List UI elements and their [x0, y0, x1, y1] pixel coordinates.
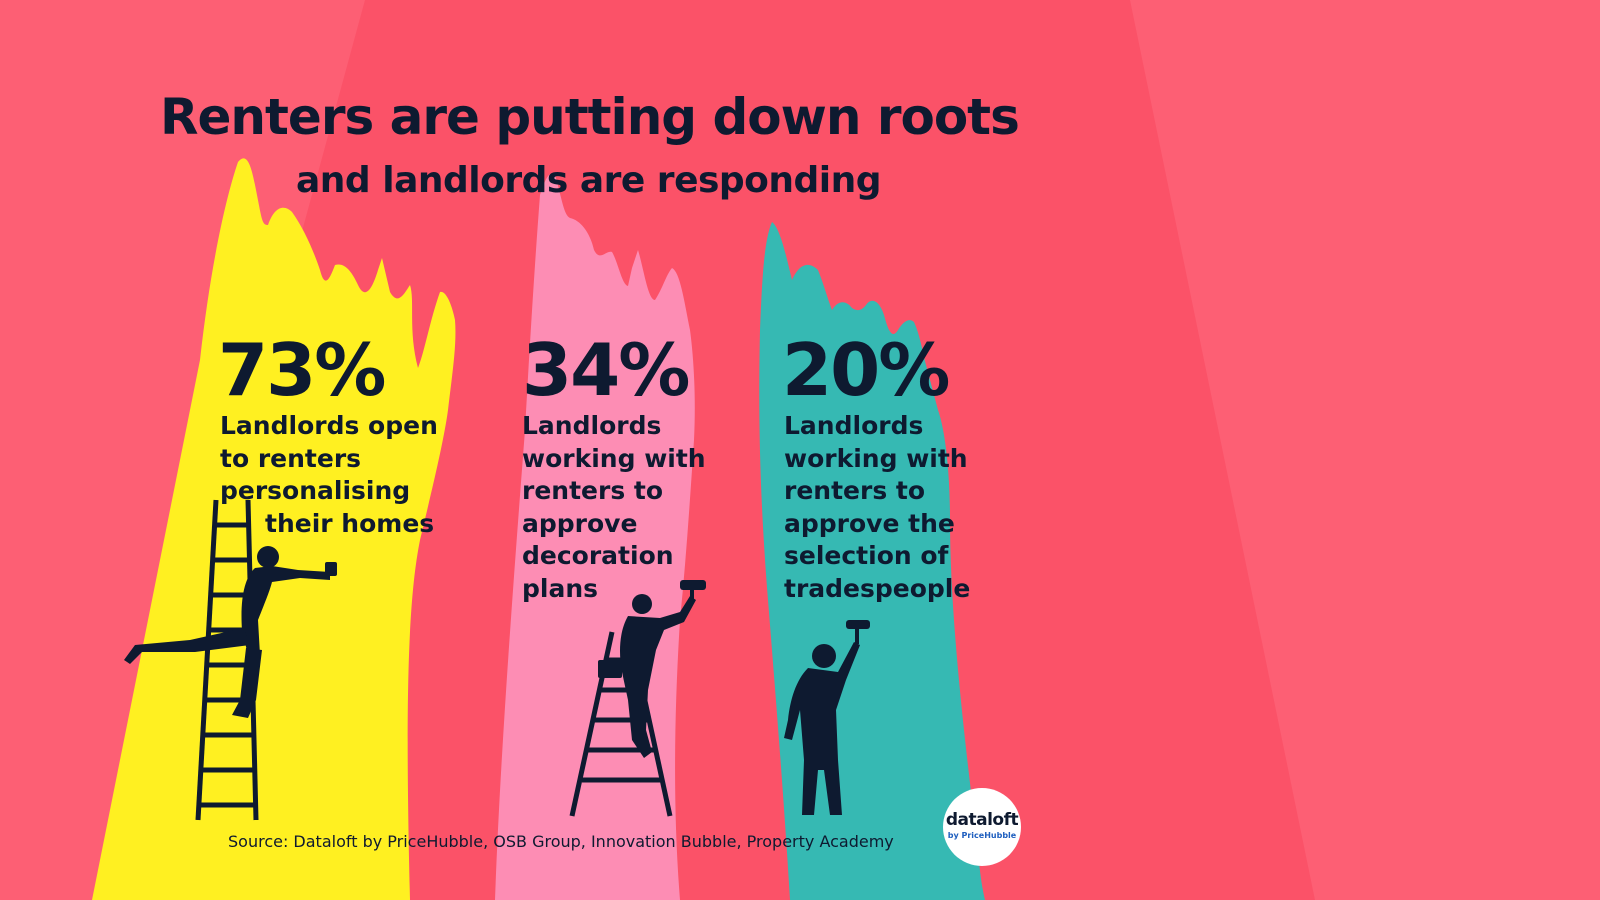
- person-with-paint-roller-icon: [784, 620, 870, 815]
- person-on-ladder-with-brush-icon: [124, 546, 337, 718]
- stat-description-tradespeople: Landlords working with renters to approv…: [784, 410, 970, 605]
- stat-description-line: working with: [522, 443, 706, 473]
- stat-value-personalising: 73%: [218, 328, 386, 412]
- stat-description-line: approve: [522, 508, 638, 538]
- source-note: Source: Dataloft by PriceHubble, OSB Gro…: [228, 832, 894, 851]
- stat-description-line: renters to: [522, 476, 664, 505]
- stat-description-line: their homes: [265, 508, 435, 538]
- stat-description-decoration: Landlords working with renters to approv…: [522, 410, 706, 605]
- page-title: Renters are putting down roots: [160, 88, 1020, 146]
- stat-description-line: decoration: [522, 541, 674, 570]
- background-band: [120, 0, 1315, 900]
- stat-description-line: personalising: [220, 476, 411, 505]
- stat-description-line: renters to: [784, 476, 926, 505]
- stat-description-personalising: Landlords open to renters personalising …: [220, 410, 438, 540]
- stat-description-line: to renters: [220, 443, 362, 473]
- stat-description-line: plans: [522, 573, 599, 603]
- yellow-paint-stroke: [92, 158, 456, 900]
- stat-value-tradespeople: 20%: [782, 328, 950, 412]
- stat-description-line: approve the: [784, 508, 955, 538]
- stat-description-line: Landlords: [784, 411, 924, 440]
- page-subtitle: and landlords are responding: [296, 160, 882, 201]
- stat-value-decoration: 34%: [522, 328, 690, 412]
- person-on-stepladder-with-roller-icon: [598, 580, 706, 758]
- logo-subtitle: by PriceHubble: [947, 831, 1017, 840]
- logo-name: dataloft: [945, 810, 1019, 830]
- stat-description-line: working with: [784, 443, 968, 473]
- stat-description-line: selection of: [784, 541, 949, 570]
- stat-description-line: tradespeople: [784, 573, 971, 603]
- stat-description-line: Landlords: [522, 411, 662, 440]
- dataloft-logo: dataloft by PriceHubble: [943, 788, 1021, 866]
- stat-description-line: Landlords open: [220, 411, 438, 440]
